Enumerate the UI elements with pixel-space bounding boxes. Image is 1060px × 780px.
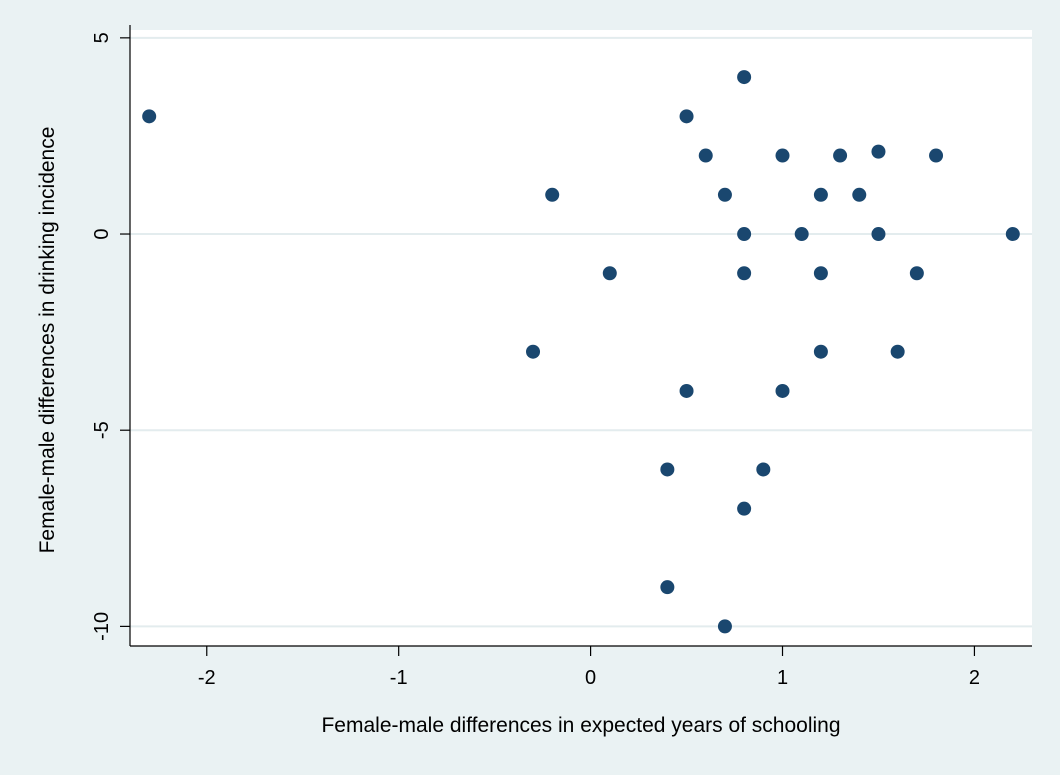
data-point <box>871 144 886 159</box>
plot-area-background <box>130 30 1032 646</box>
data-point <box>142 109 157 124</box>
data-points <box>142 70 1020 634</box>
x-tick-label: -2 <box>198 667 216 689</box>
data-point <box>679 383 694 398</box>
data-point <box>545 187 560 202</box>
data-point <box>717 187 732 202</box>
data-point <box>852 187 867 202</box>
data-point <box>756 462 771 477</box>
x-tick-label: 1 <box>777 667 788 689</box>
data-point <box>813 344 828 359</box>
data-point <box>890 344 905 359</box>
data-point <box>737 70 752 85</box>
data-point <box>871 227 886 242</box>
data-point <box>909 266 924 281</box>
y-tick-label: -10 <box>91 612 113 641</box>
data-point <box>1005 227 1020 242</box>
y-axis-label: Female-male differences in drinking inci… <box>36 127 59 554</box>
data-point <box>775 383 790 398</box>
gridlines <box>130 36 1032 628</box>
data-point <box>929 148 944 163</box>
tick-labels: 50-5-10-2 -1 0 1 2 <box>91 32 980 689</box>
axes <box>120 25 1032 656</box>
data-point <box>813 187 828 202</box>
data-point <box>794 227 809 242</box>
y-tick-label: -5 <box>91 421 113 439</box>
data-point <box>660 580 675 595</box>
data-point <box>602 266 617 281</box>
data-point <box>698 148 713 163</box>
data-point <box>775 148 790 163</box>
x-tick-label: 0 <box>585 667 596 689</box>
y-tick-label: 5 <box>91 32 113 43</box>
data-point <box>737 266 752 281</box>
data-point <box>679 109 694 124</box>
y-tick-label: 0 <box>91 228 113 239</box>
data-point <box>737 501 752 516</box>
x-axis-label: Female-male differences in expected year… <box>321 714 840 737</box>
data-point <box>660 462 675 477</box>
x-tick-label: 2 <box>969 667 980 689</box>
data-point <box>717 619 732 634</box>
x-tick-label: -1 <box>390 667 408 689</box>
data-point <box>526 344 541 359</box>
data-point <box>833 148 848 163</box>
data-point <box>737 227 752 242</box>
data-point <box>813 266 828 281</box>
